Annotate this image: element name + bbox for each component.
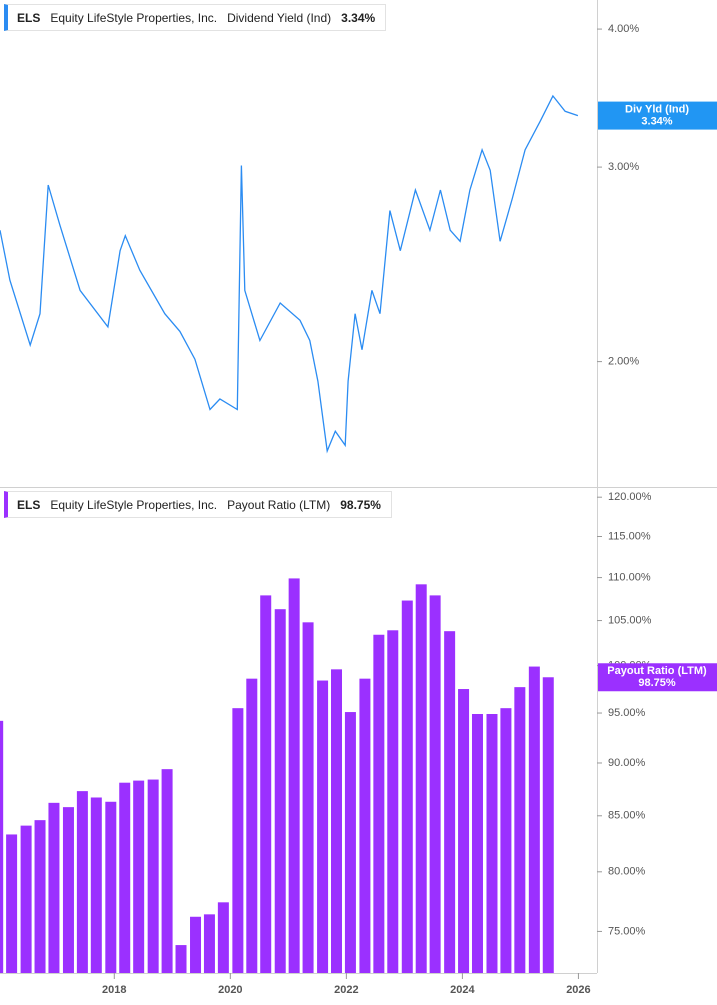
bar	[359, 678, 371, 973]
current-value: 98.75%	[340, 497, 381, 512]
current-badge-label: Payout Ratio (LTM)	[607, 665, 707, 677]
bar	[48, 802, 60, 973]
bar	[105, 801, 117, 973]
y-tick-label: 120.00%	[608, 491, 652, 503]
y-tick-label: 85.00%	[608, 810, 646, 822]
bar	[288, 578, 300, 973]
current-badge-value: 98.75%	[638, 677, 676, 689]
bar	[0, 720, 4, 973]
bar	[344, 712, 356, 973]
bar	[175, 945, 187, 973]
bar	[190, 916, 202, 973]
bar	[246, 678, 258, 973]
x-tick-label: 2018	[102, 984, 126, 996]
bar	[302, 622, 314, 973]
x-tick-label: 2022	[334, 984, 358, 996]
bar	[161, 769, 173, 973]
bar	[401, 600, 413, 973]
y-tick-label: 115.00%	[608, 530, 651, 542]
metric: Dividend Yield (Ind)	[227, 10, 332, 25]
company: Equity LifeStyle Properties, Inc.	[50, 497, 218, 512]
bar	[373, 634, 385, 973]
company: Equity LifeStyle Properties, Inc.	[50, 10, 218, 25]
x-tick-label: 2026	[566, 984, 590, 996]
line-series	[0, 94, 579, 454]
bar	[471, 714, 483, 973]
y-tick-label: 80.00%	[608, 866, 646, 878]
y-tick-label: 2.00%	[608, 356, 639, 368]
bar	[232, 708, 244, 973]
bar	[133, 780, 145, 973]
bar	[147, 779, 159, 973]
current-value: 3.34%	[341, 10, 376, 25]
y-tick-label: 90.00%	[608, 757, 646, 769]
bar	[486, 714, 498, 973]
bar	[260, 595, 272, 973]
bar	[429, 595, 441, 973]
bar	[500, 708, 512, 973]
current-badge	[598, 663, 717, 692]
current-badge-label: Div Yld (Ind)	[625, 103, 689, 115]
bar	[458, 689, 470, 973]
current-badge	[598, 101, 717, 130]
bar	[317, 680, 329, 973]
bar	[542, 677, 554, 973]
bar	[444, 631, 456, 973]
ticker: ELS	[17, 10, 41, 25]
bar	[528, 666, 540, 973]
bar	[387, 630, 399, 973]
current-badge-value: 3.34%	[641, 115, 672, 127]
chart-header: ELS Equity LifeStyle Properties, Inc. Pa…	[4, 491, 392, 518]
bar	[415, 584, 427, 973]
x-tick-label: 2024	[450, 984, 475, 996]
bar	[6, 834, 18, 973]
bar	[90, 797, 102, 973]
y-tick-label: 110.00%	[608, 571, 651, 583]
bar	[331, 669, 343, 973]
chart-header: ELS Equity LifeStyle Properties, Inc. Di…	[4, 4, 387, 31]
bar	[274, 609, 286, 973]
metric: Payout Ratio (LTM)	[227, 497, 331, 512]
x-tick-label: 2020	[218, 984, 242, 996]
bar	[34, 820, 46, 973]
bar	[62, 807, 74, 973]
bar	[76, 791, 88, 973]
y-tick-label: 75.00%	[608, 925, 646, 937]
bar	[514, 687, 526, 973]
y-tick-label: 3.00%	[608, 161, 639, 173]
y-tick-label: 4.00%	[608, 23, 639, 35]
y-tick-label: 95.00%	[608, 707, 646, 719]
bar	[119, 782, 131, 973]
bar	[217, 902, 229, 973]
bar	[20, 825, 32, 973]
y-tick-label: 105.00%	[608, 614, 652, 626]
ticker: ELS	[17, 497, 41, 512]
bar	[203, 914, 215, 973]
